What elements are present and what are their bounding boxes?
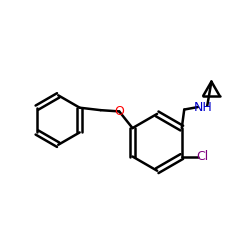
Text: O: O [114,105,124,118]
Text: NH: NH [194,100,212,114]
Text: Cl: Cl [196,150,208,163]
